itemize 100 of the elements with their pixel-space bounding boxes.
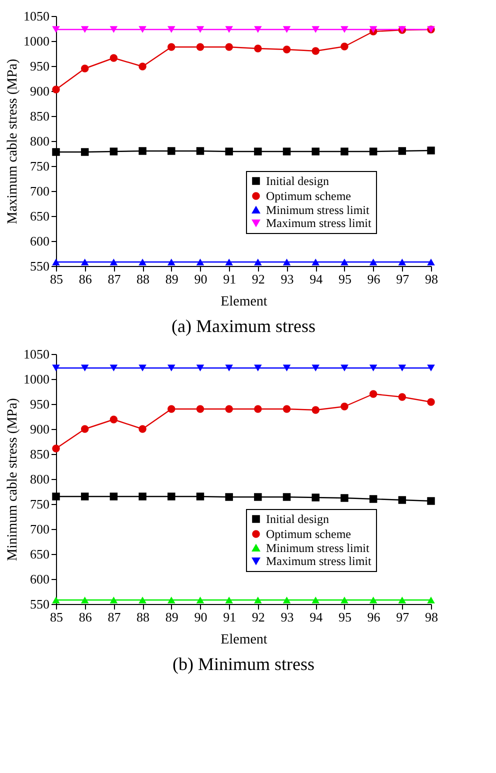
point [110,416,118,424]
point [225,258,233,266]
y-tick-label: 900 [30,84,50,98]
point [225,43,233,51]
x-tick-label: 93 [280,610,294,624]
point [340,402,348,410]
x-tick-label: 90 [194,272,208,286]
y-tick-label: 750 [30,496,50,512]
point [138,596,146,604]
point [138,62,146,70]
legend-label: Initial design [266,174,329,188]
point [168,492,176,500]
point [312,258,320,266]
x-tick-label: 98 [425,610,438,624]
point [254,148,262,156]
y-tick-label: 1000 [24,372,50,386]
point [225,148,233,156]
legend-label: Minimum stress limit [266,541,370,555]
point [254,596,262,604]
x-tick-label: 92 [252,610,265,624]
point [52,148,60,156]
point [168,26,176,33]
x-tick-label: 94 [310,272,324,286]
point [369,495,378,503]
point [427,398,435,406]
point [312,47,320,55]
point [110,148,118,156]
legend-label: Optimum scheme [266,189,351,203]
point [225,26,233,33]
point [225,364,233,372]
x-tick-label: 89 [165,272,178,286]
y-tick-label: 550 [30,596,50,612]
point [282,26,291,33]
point [52,86,60,94]
y-tick-label: 950 [30,396,50,412]
point [196,147,204,155]
y-tick-label: 700 [30,522,50,536]
point [369,390,378,398]
x-axis-title: Element [220,294,268,310]
point [52,444,60,452]
point [138,492,146,500]
point [52,492,60,500]
point [225,493,233,501]
point [427,146,435,154]
point [80,148,89,156]
point [398,393,406,401]
y-tick-label: 600 [30,234,50,248]
point [196,258,204,266]
point [427,258,435,266]
point [312,364,320,372]
point [138,147,146,155]
x-axis-title: Element [220,632,268,648]
point [110,54,118,62]
x-tick-label: 86 [78,610,92,624]
y-tick-label: 1050 [24,8,50,24]
point [340,494,348,502]
point [282,596,291,604]
point [282,364,291,372]
point [369,364,378,372]
point [254,364,262,372]
point [80,64,89,72]
point [196,364,204,372]
point [138,26,146,33]
point [80,425,89,433]
point [80,258,89,266]
point [282,493,291,501]
point [312,26,320,33]
y-tick-label: 1050 [24,346,50,362]
point [369,596,378,604]
x-tick-label: 97 [396,610,410,624]
x-tick-label: 89 [165,610,178,624]
point [340,148,348,156]
point [254,258,262,266]
point [110,596,118,604]
x-tick-label: 85 [50,272,63,286]
point [225,596,233,604]
point [369,148,378,156]
legend-label: Maximum stress limit [266,216,372,230]
y-tick-label: 900 [30,422,50,436]
x-tick-label: 90 [194,610,208,624]
point [427,596,435,604]
point [312,406,320,414]
point [168,596,176,604]
text: (a) Maximum stress [172,316,316,336]
text: (b) Minimum stress [172,654,314,674]
point [312,596,320,604]
point [340,258,348,266]
x-tick-label: 91 [223,272,236,286]
point [254,44,262,52]
x-tick-label: 92 [252,272,265,286]
y-axis-title: Minimum cable stress (MPa) [6,398,20,561]
point [427,497,435,505]
legend-label: Minimum stress limit [266,203,370,217]
y-tick-label: 800 [30,134,50,148]
point [282,258,291,266]
point [52,364,60,372]
point [254,493,262,501]
legend-label: Optimum scheme [266,527,351,541]
point [340,364,348,372]
y-tick-label: 1000 [24,34,50,48]
